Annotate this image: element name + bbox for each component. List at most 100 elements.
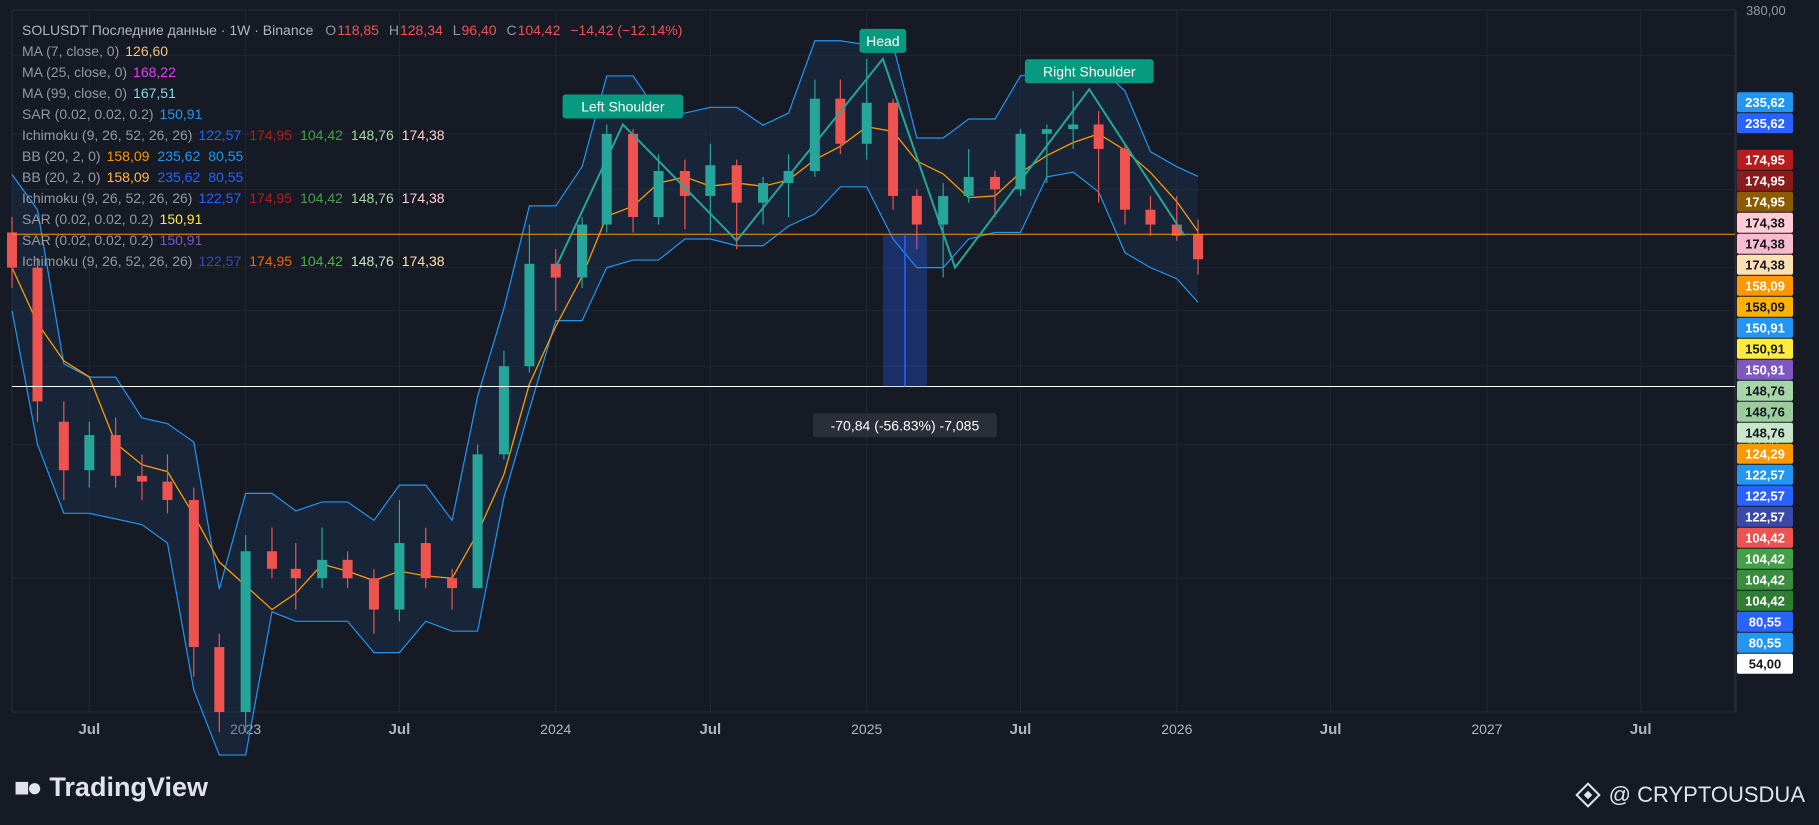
price-tag-label: 124,29 <box>1745 447 1785 462</box>
x-tick-label: Jul <box>78 721 100 738</box>
price-tag <box>1737 401 1793 422</box>
low-label: L <box>452 22 461 38</box>
indicator-name: Ichimoku (9, 26, 52, 26, 26) <box>22 127 193 143</box>
indicator-value: 122,57 <box>198 127 242 143</box>
price-tag-label: 174,38 <box>1745 237 1785 252</box>
price-tag <box>1737 92 1793 113</box>
price-tag <box>1737 443 1793 464</box>
price-tag <box>1737 212 1793 233</box>
price-tag-label: 148,76 <box>1745 384 1785 399</box>
indicator-row[interactable]: SAR (0.02, 0.02, 0.2) 150,91 <box>22 104 682 125</box>
indicator-value: 235,62 <box>157 148 201 164</box>
candle-body <box>1171 224 1182 236</box>
candle-body <box>420 543 431 579</box>
bollinger-lower-line <box>11 171 1199 756</box>
author-name: @ CRYPTOUSDUA <box>1608 782 1805 807</box>
price-tag-label: 150,91 <box>1745 363 1785 378</box>
symbol-line: SOLUSDT Последние данные · 1W · Binance <box>22 22 314 38</box>
candle-body <box>758 183 769 203</box>
price-tag <box>1737 485 1793 506</box>
candle-body <box>577 224 588 278</box>
price-tag-label: 104,42 <box>1745 573 1785 588</box>
price-tag-label: 150,91 <box>1745 342 1785 357</box>
candle-body <box>266 551 277 569</box>
candle-body <box>861 102 872 144</box>
indicator-row[interactable]: SAR (0.02, 0.02, 0.2) 150,91 <box>22 230 682 251</box>
price-tag-label: 174,95 <box>1745 153 1785 168</box>
indicator-value: 148,76 <box>350 253 394 269</box>
indicator-row[interactable]: SAR (0.02, 0.02, 0.2) 150,91 <box>22 209 682 230</box>
indicator-value: 174,95 <box>249 190 293 206</box>
price-tag-label: 122,57 <box>1745 489 1785 504</box>
indicator-value: 126,60 <box>125 43 169 59</box>
price-tag-label: 104,42 <box>1745 531 1785 546</box>
indicator-value: 122,57 <box>198 253 242 269</box>
indicator-value: 174,95 <box>249 253 293 269</box>
annotation-badge <box>859 28 907 53</box>
price-tag-label: 174,95 <box>1745 174 1785 189</box>
indicator-row[interactable]: BB (20, 2, 0) 158,09 235,62 80,55 <box>22 146 682 167</box>
indicator-row[interactable]: Ichimoku (9, 26, 52, 26, 26) 122,57 174,95… <box>22 251 682 272</box>
candle-body <box>1093 124 1104 149</box>
price-tag-label: 158,09 <box>1745 300 1785 315</box>
price-tag-label: 80,55 <box>1749 636 1782 651</box>
indicator-value: 167,51 <box>133 85 176 101</box>
indicator-row[interactable]: Ichimoku (9, 26, 52, 26, 26) 122,57 174,95… <box>22 188 682 209</box>
candle-body <box>368 578 379 610</box>
candle-body <box>705 165 716 196</box>
candle-body <box>601 133 612 225</box>
price-tag <box>1737 632 1793 653</box>
price-tag <box>1737 149 1793 170</box>
indicator-row[interactable]: Ichimoku (9, 26, 52, 26, 26) 122,57 174,95… <box>22 125 682 146</box>
ohlc-header: SOLUSDT Последние данные · 1W · Binance … <box>22 20 682 41</box>
candle-body <box>1145 209 1156 225</box>
price-tag-label: 148,76 <box>1745 405 1785 420</box>
price-tag-label: 174,38 <box>1745 258 1785 273</box>
x-tick-label: Jul <box>389 721 411 738</box>
x-tick-label: 2025 <box>851 721 882 737</box>
price-tag-label: 104,42 <box>1745 552 1785 567</box>
candle-body <box>58 421 69 471</box>
indicator-value: 104,42 <box>300 127 343 143</box>
price-tag-label: 174,95 <box>1745 195 1785 210</box>
candle-body <box>498 366 509 455</box>
price-tag-label: 122,57 <box>1745 510 1785 525</box>
indicator-row[interactable]: BB (20, 2, 0) 158,09 235,62 80,55 <box>22 167 682 188</box>
price-tag <box>1737 191 1793 212</box>
indicator-value: 150,91 <box>159 211 203 227</box>
price-tag <box>1737 296 1793 317</box>
indicator-name: BB (20, 2, 0) <box>22 148 101 164</box>
indicator-value: 174,95 <box>249 127 293 143</box>
x-tick-label: Jul <box>700 721 722 738</box>
annotation-text: Left Shoulder <box>581 98 665 114</box>
x-tick-label: Jul <box>1630 721 1652 738</box>
head-and-shoulders-line <box>554 56 1186 270</box>
author-watermark: @ CRYPTOUSDUA <box>1574 782 1805 808</box>
indicator-row[interactable]: MA (7, close, 0) 126,60 <box>22 41 682 62</box>
indicator-name: SAR (0.02, 0.02, 0.2) <box>22 106 154 122</box>
indicator-name: SAR (0.02, 0.02, 0.2) <box>22 211 154 227</box>
indicator-row[interactable]: MA (99, close, 0) 167,51 <box>22 83 682 104</box>
candle-body <box>1041 129 1052 134</box>
candle-body <box>342 559 353 579</box>
indicator-legend: SOLUSDT Последние данные · 1W · Binance … <box>22 20 682 272</box>
price-tag <box>1737 233 1793 254</box>
x-tick-label: 2024 <box>540 721 571 737</box>
tradingview-brand[interactable]: ■● TradingView <box>14 772 208 803</box>
tradingview-logo-icon: ■● <box>14 772 42 802</box>
candle-body <box>84 435 95 471</box>
candle-body <box>1193 234 1204 260</box>
indicator-value: 158,09 <box>106 148 150 164</box>
candle-body <box>214 647 225 712</box>
indicator-row[interactable]: MA (25, close, 0) 168,22 <box>22 62 682 83</box>
price-tag <box>1737 653 1793 674</box>
open-value: 118,85 <box>337 22 379 38</box>
candle-body <box>240 551 251 712</box>
candle-body <box>989 176 1000 190</box>
binance-diamond-icon <box>1574 782 1601 808</box>
indicator-value: 104,42 <box>300 190 343 206</box>
price-tag-label: 150,91 <box>1745 321 1785 336</box>
annotation-text: Right Shoulder <box>1043 63 1136 79</box>
candle-body <box>679 170 690 196</box>
